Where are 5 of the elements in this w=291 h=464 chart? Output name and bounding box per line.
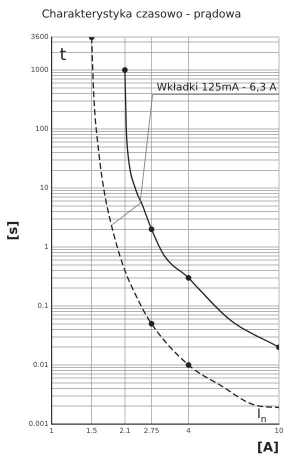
annotation: Wkładki 125mA - 6,3 A	[156, 81, 278, 94]
annotation: t	[60, 45, 67, 66]
chart-title: Charakterystyka czasowo - prądowa	[42, 7, 242, 20]
y-axis-title: [s]	[6, 220, 22, 240]
x-axis-title: [A]	[257, 440, 279, 456]
